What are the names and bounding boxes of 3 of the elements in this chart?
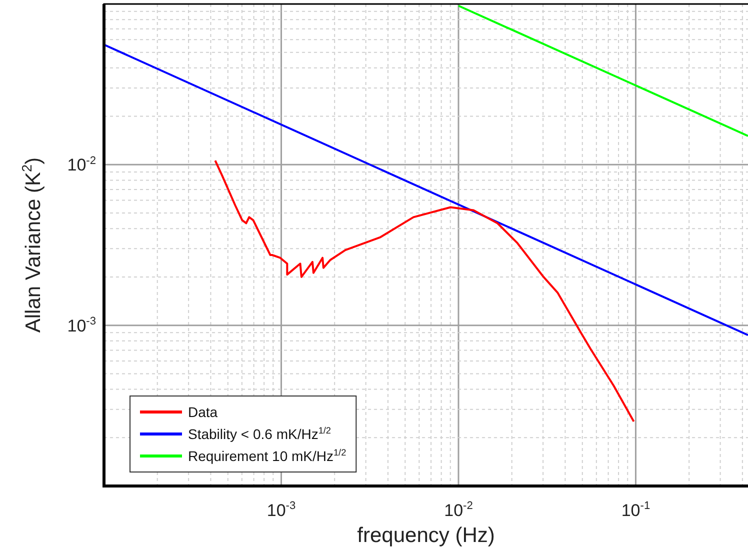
y-axis-title: Allan Variance (K2) (20, 157, 45, 333)
legend-label: Data (188, 404, 218, 420)
x-axis-title: frequency (Hz) (357, 524, 495, 547)
